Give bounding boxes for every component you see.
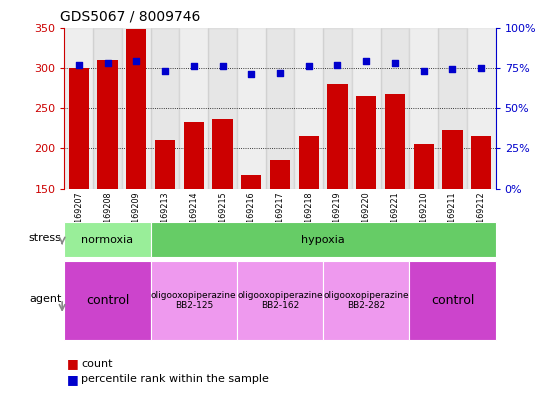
- Text: agent: agent: [29, 294, 62, 304]
- Point: [189, 63, 198, 69]
- Text: ■: ■: [67, 373, 83, 386]
- Text: oligooxopiperazine
BB2-125: oligooxopiperazine BB2-125: [151, 291, 236, 310]
- Bar: [323, 261, 409, 340]
- Bar: [97, 60, 118, 189]
- Bar: [126, 29, 146, 189]
- Bar: [64, 261, 151, 340]
- Bar: [179, 28, 208, 189]
- Bar: [467, 28, 496, 189]
- Point: [477, 64, 486, 71]
- Bar: [409, 261, 496, 340]
- Bar: [151, 222, 496, 257]
- Bar: [265, 28, 295, 189]
- Point: [74, 61, 83, 68]
- Text: oligooxopiperazine
BB2-162: oligooxopiperazine BB2-162: [237, 291, 323, 310]
- Point: [362, 58, 371, 64]
- Point: [419, 68, 428, 74]
- Bar: [69, 68, 89, 189]
- Bar: [64, 222, 151, 257]
- Point: [390, 60, 399, 66]
- Bar: [471, 136, 491, 189]
- Text: control: control: [431, 294, 474, 307]
- Text: count: count: [81, 358, 113, 369]
- Bar: [352, 28, 381, 189]
- Bar: [323, 28, 352, 189]
- Bar: [237, 261, 323, 340]
- Text: normoxia: normoxia: [81, 235, 134, 245]
- Bar: [409, 28, 438, 189]
- Bar: [298, 136, 319, 189]
- Bar: [184, 122, 204, 189]
- Point: [276, 70, 284, 76]
- Bar: [270, 160, 290, 189]
- Point: [103, 60, 112, 66]
- Text: GDS5067 / 8009746: GDS5067 / 8009746: [60, 9, 200, 24]
- Bar: [385, 94, 405, 189]
- Point: [333, 61, 342, 68]
- Bar: [237, 28, 265, 189]
- Bar: [241, 175, 262, 189]
- Text: stress: stress: [29, 233, 62, 243]
- Bar: [64, 28, 93, 189]
- Text: percentile rank within the sample: percentile rank within the sample: [81, 374, 269, 384]
- Bar: [151, 261, 237, 340]
- Bar: [93, 28, 122, 189]
- Bar: [442, 130, 463, 189]
- Text: ■: ■: [67, 357, 83, 370]
- Bar: [212, 119, 232, 189]
- Point: [448, 66, 457, 73]
- Point: [132, 58, 141, 64]
- Bar: [151, 28, 179, 189]
- Point: [304, 63, 313, 69]
- Bar: [295, 28, 323, 189]
- Bar: [438, 28, 467, 189]
- Bar: [208, 28, 237, 189]
- Text: hypoxia: hypoxia: [301, 235, 345, 245]
- Bar: [155, 140, 175, 189]
- Bar: [122, 28, 151, 189]
- Bar: [328, 84, 348, 189]
- Point: [161, 68, 170, 74]
- Text: oligooxopiperazine
BB2-282: oligooxopiperazine BB2-282: [324, 291, 409, 310]
- Bar: [356, 96, 376, 189]
- Bar: [414, 144, 434, 189]
- Text: control: control: [86, 294, 129, 307]
- Point: [218, 63, 227, 69]
- Bar: [381, 28, 409, 189]
- Point: [247, 71, 256, 77]
